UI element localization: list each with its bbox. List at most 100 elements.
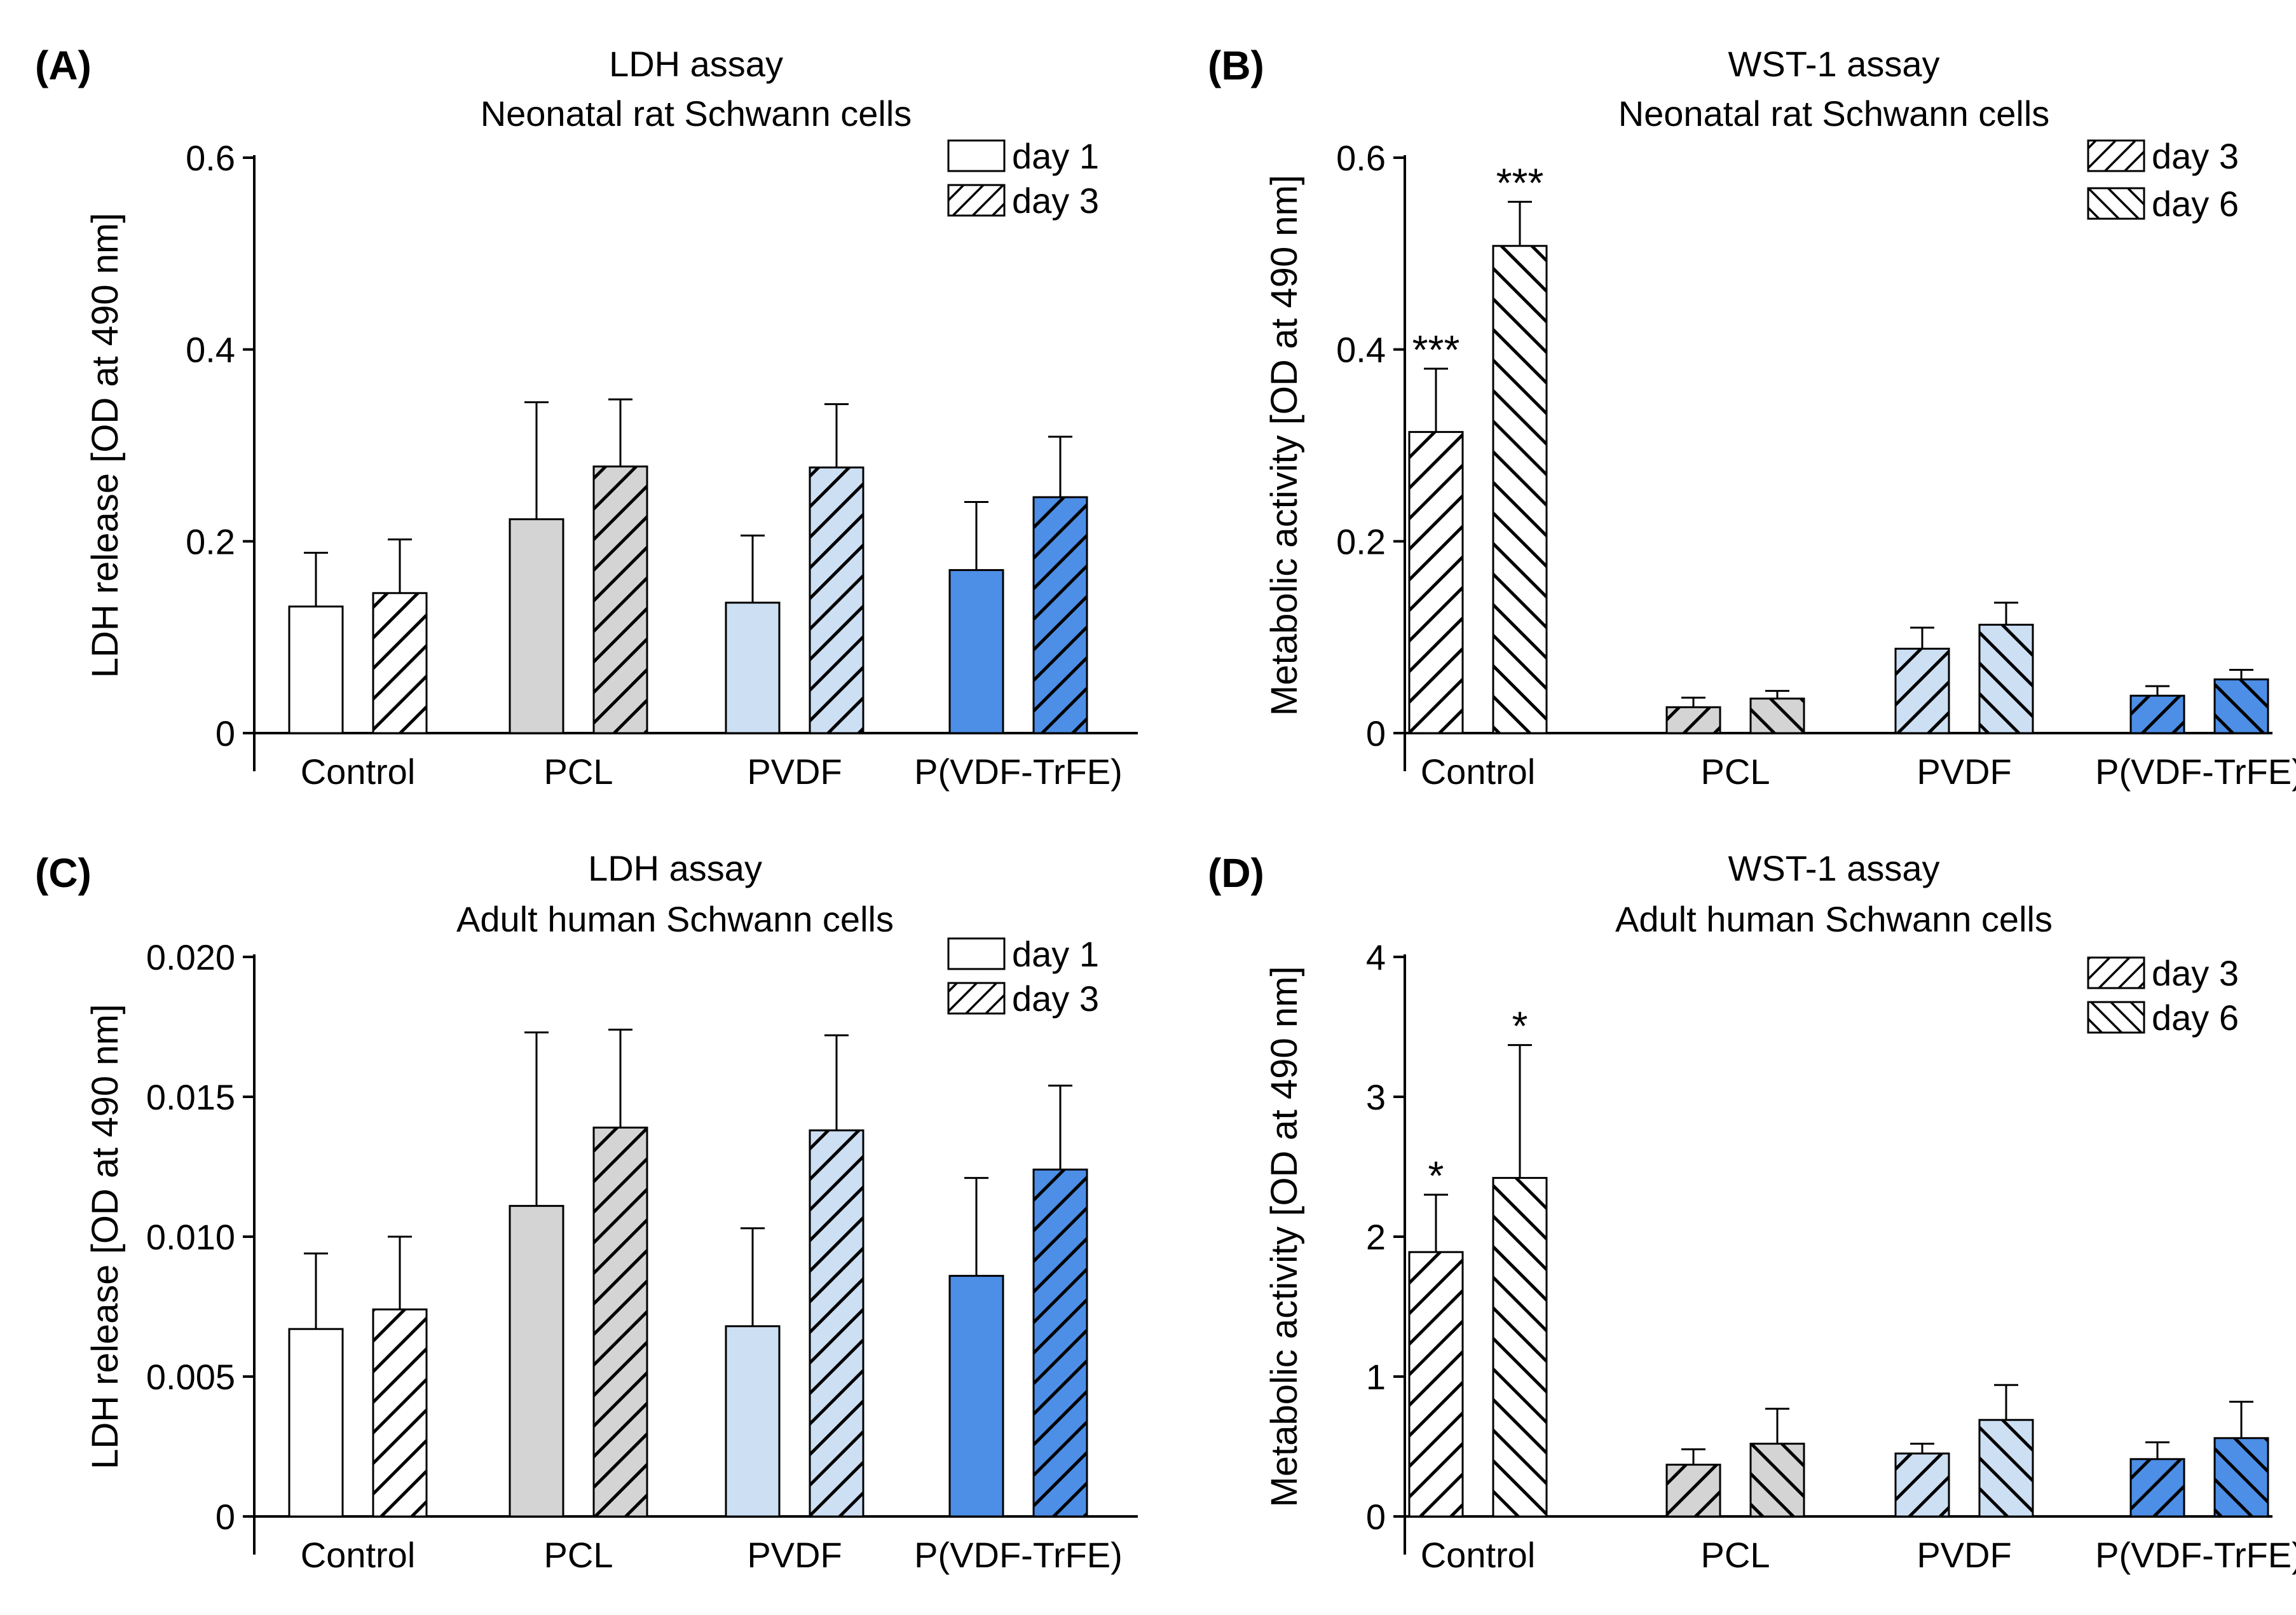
y-tick-label: 0.2	[1336, 521, 1386, 561]
bar-hatch	[1751, 698, 1804, 733]
x-tick-label: PVDF	[1917, 752, 2011, 792]
bar-hatch	[810, 467, 863, 733]
panel-label: (B)	[1208, 43, 1264, 88]
bar-hatch	[594, 466, 647, 733]
bar-hatch	[1896, 649, 1949, 733]
y-tick-label: 0.2	[186, 521, 235, 561]
chart-title: LDH assay	[588, 848, 762, 888]
x-tick-label: PVDF	[1917, 1535, 2011, 1575]
bar-hatch	[2131, 1459, 2184, 1516]
x-tick-label: Control	[301, 752, 416, 792]
legend-swatch-fill	[948, 938, 1004, 969]
legend-entry: day 3	[947, 979, 1099, 1019]
bar-hatch	[373, 593, 427, 733]
panel-label: (A)	[35, 43, 92, 88]
legend-swatch	[947, 139, 1006, 172]
legend-entry: day 1	[947, 136, 1099, 176]
y-tick-label: 0.6	[186, 138, 235, 178]
panel-label: (C)	[35, 850, 92, 896]
bar-hatch	[810, 1130, 863, 1516]
legend-label: day 3	[1012, 979, 1099, 1019]
significance-label: *	[1512, 1003, 1528, 1049]
chart-title: Neonatal rat Schwann cells	[1618, 93, 2050, 134]
bar-hatch	[1979, 624, 2033, 733]
x-tick-label: PVDF	[747, 1535, 842, 1575]
bar	[950, 1275, 1003, 1516]
panel-label: (D)	[1208, 850, 1264, 896]
x-tick-label: PCL	[544, 752, 613, 792]
significance-label: ***	[1496, 160, 1544, 205]
legend-entry: day 3	[2087, 136, 2239, 176]
bar-hatch	[1034, 497, 1087, 733]
y-tick-label: 0.005	[146, 1357, 235, 1397]
bar-hatch	[1409, 432, 1463, 733]
legend-label: day 1	[1012, 934, 1099, 974]
legend-entry: day 6	[2087, 998, 2239, 1038]
chart-panel: (D) WST-1 assay Adult human Schwann cells M…	[1208, 848, 2296, 1575]
bar-hatch	[594, 1127, 647, 1516]
legend-entry: day 3	[2087, 953, 2239, 993]
legend-swatch	[2087, 956, 2145, 989]
legend-swatch-hatch	[948, 185, 1004, 216]
bar-hatch	[1667, 1464, 1720, 1516]
legend-label: day 3	[2152, 136, 2239, 176]
y-tick-label: 0	[1366, 1497, 1386, 1537]
chart-title: Neonatal rat Schwann cells	[481, 93, 912, 134]
bar	[510, 519, 563, 733]
legend-swatch	[2087, 139, 2145, 172]
legend-swatch	[2087, 187, 2145, 220]
y-tick-label: 0.6	[1336, 138, 1386, 178]
legend-label: day 3	[1012, 181, 1099, 221]
x-tick-label: P(VDF-TrFE)	[2095, 1535, 2296, 1575]
legend-swatch	[947, 184, 1006, 217]
chart-title: Adult human Schwann cells	[456, 899, 894, 939]
significance-label: ***	[1412, 327, 1460, 373]
y-axis-label: Metabolic activity [OD at 490 nm]	[1264, 175, 1305, 716]
chart-panel: (B) WST-1 assay Neonatal rat Schwann cells…	[1208, 43, 2296, 792]
y-tick-label: 2	[1366, 1217, 1386, 1257]
bar-hatch	[1493, 1178, 1547, 1516]
bar-hatch	[1034, 1169, 1087, 1516]
legend-swatch-fill	[948, 141, 1004, 171]
bar-hatch	[1667, 707, 1720, 733]
bar-hatch	[2215, 1438, 2268, 1516]
y-tick-label: 0.015	[146, 1077, 235, 1117]
x-tick-label: P(VDF-TrFE)	[2095, 752, 2296, 792]
bar-hatch	[1409, 1252, 1463, 1516]
bar	[726, 1326, 779, 1516]
x-tick-label: P(VDF-TrFE)	[914, 752, 1123, 792]
legend-label: day 3	[2152, 953, 2239, 993]
bar-hatch	[1751, 1443, 1804, 1516]
legend-swatch-hatch	[2088, 958, 2144, 988]
bar	[289, 606, 343, 733]
bar-hatch	[373, 1309, 427, 1516]
chart-title: LDH assay	[609, 44, 783, 84]
legend-swatch	[947, 937, 1006, 970]
legend-swatch-hatch	[2088, 141, 2144, 171]
chart-title: WST-1 assay	[1728, 848, 1940, 888]
y-axis-label: Metabolic activity [OD at 490 nm]	[1264, 966, 1305, 1508]
chart-title: WST-1 assay	[1728, 44, 1940, 84]
legend-label: day 6	[2152, 184, 2239, 224]
legend-swatch	[947, 982, 1006, 1015]
x-tick-label: PCL	[1701, 752, 1770, 792]
x-tick-label: PCL	[1701, 1535, 1770, 1575]
y-tick-label: 3	[1366, 1077, 1386, 1117]
chart-title: Adult human Schwann cells	[1615, 899, 2053, 939]
bar-hatch	[2215, 679, 2268, 733]
legend-swatch	[2087, 1001, 2145, 1034]
chart-panel: (C) LDH assay Adult human Schwann cells LDH…	[35, 848, 1138, 1575]
bar	[726, 602, 779, 733]
x-tick-label: PVDF	[747, 752, 842, 792]
bar	[950, 570, 1003, 733]
y-tick-label: 0.010	[146, 1217, 235, 1257]
bar	[510, 1206, 563, 1516]
legend-entry: day 3	[947, 181, 1099, 221]
legend-swatch-hatch	[2088, 188, 2144, 219]
y-tick-label: 0	[215, 713, 235, 753]
legend-entry: day 1	[947, 934, 1099, 974]
x-tick-label: Control	[301, 1535, 416, 1575]
bar-hatch	[2131, 696, 2184, 733]
significance-label: *	[1428, 1153, 1444, 1199]
